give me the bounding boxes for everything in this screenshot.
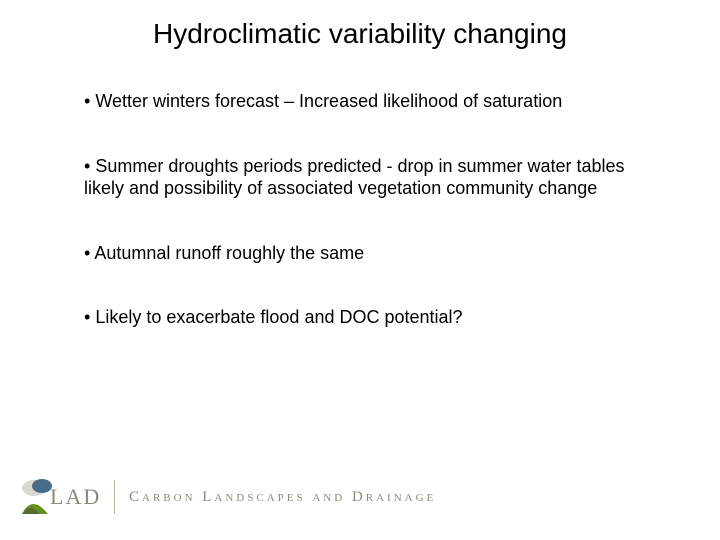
bullet-text: Likely to exacerbate flood and DOC poten… xyxy=(95,307,462,327)
logo-mark: LAD xyxy=(20,474,100,520)
bullet-text: Wetter winters forecast – Increased like… xyxy=(95,91,562,111)
bullet-text: Autumnal runoff roughly the same xyxy=(94,243,364,263)
bullet-item: • Likely to exacerbate flood and DOC pot… xyxy=(84,306,650,329)
logo-acronym: LAD xyxy=(50,484,101,510)
bullet-item: • Summer droughts periods predicted - dr… xyxy=(84,155,650,200)
bullet-item: • Autumnal runoff roughly the same xyxy=(84,242,650,265)
logo-full-text: Carbon Landscapes and Drainage xyxy=(129,489,436,506)
slide-title: Hydroclimatic variability changing xyxy=(0,18,720,50)
bullet-text: Summer droughts periods predicted - drop… xyxy=(84,156,625,199)
bullet-item: • Wetter winters forecast – Increased li… xyxy=(84,90,650,113)
footer-logo: LAD Carbon Landscapes and Drainage xyxy=(20,474,436,520)
bullet-list: • Wetter winters forecast – Increased li… xyxy=(0,90,720,329)
logo-divider xyxy=(114,480,115,514)
slide: Hydroclimatic variability changing • Wet… xyxy=(0,0,720,540)
